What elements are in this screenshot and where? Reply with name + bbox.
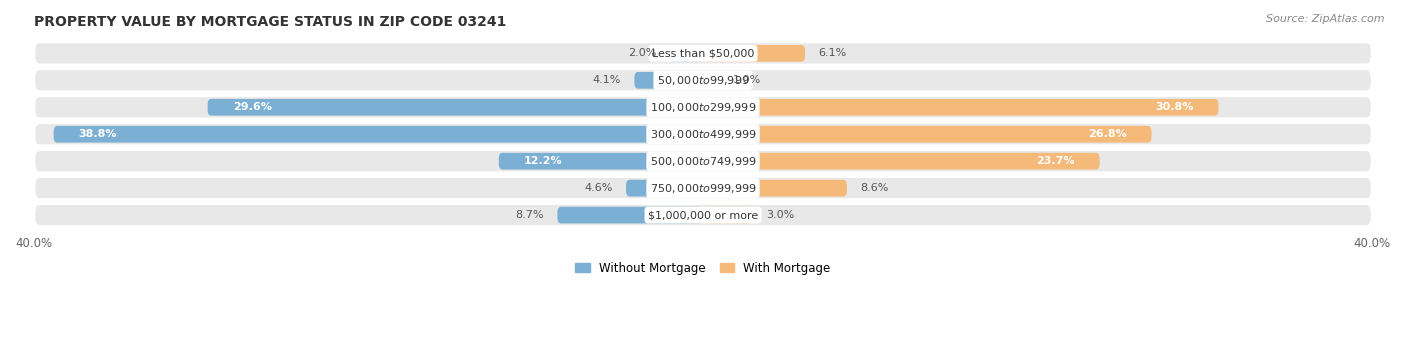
Text: 38.8%: 38.8% — [79, 129, 117, 139]
Text: Less than $50,000: Less than $50,000 — [652, 48, 754, 58]
FancyBboxPatch shape — [208, 99, 703, 116]
Text: 12.2%: 12.2% — [524, 156, 562, 166]
FancyBboxPatch shape — [703, 72, 720, 89]
FancyBboxPatch shape — [703, 45, 806, 62]
Text: 23.7%: 23.7% — [1036, 156, 1074, 166]
Text: $750,000 to $999,999: $750,000 to $999,999 — [650, 182, 756, 194]
Text: PROPERTY VALUE BY MORTGAGE STATUS IN ZIP CODE 03241: PROPERTY VALUE BY MORTGAGE STATUS IN ZIP… — [34, 15, 506, 29]
FancyBboxPatch shape — [53, 126, 703, 142]
FancyBboxPatch shape — [703, 180, 846, 197]
Text: 8.6%: 8.6% — [860, 183, 889, 193]
Text: $500,000 to $749,999: $500,000 to $749,999 — [650, 155, 756, 168]
Legend: Without Mortgage, With Mortgage: Without Mortgage, With Mortgage — [571, 257, 835, 279]
Text: $300,000 to $499,999: $300,000 to $499,999 — [650, 128, 756, 141]
Text: 2.0%: 2.0% — [627, 48, 657, 58]
FancyBboxPatch shape — [669, 45, 703, 62]
Text: 1.0%: 1.0% — [733, 75, 762, 85]
FancyBboxPatch shape — [34, 122, 1372, 146]
FancyBboxPatch shape — [34, 41, 1372, 65]
Text: 8.7%: 8.7% — [516, 210, 544, 220]
Text: 4.6%: 4.6% — [585, 183, 613, 193]
Text: 3.0%: 3.0% — [766, 210, 794, 220]
FancyBboxPatch shape — [634, 72, 703, 89]
Text: $50,000 to $99,999: $50,000 to $99,999 — [657, 74, 749, 87]
FancyBboxPatch shape — [34, 96, 1372, 119]
Text: 4.1%: 4.1% — [592, 75, 621, 85]
FancyBboxPatch shape — [557, 207, 703, 223]
FancyBboxPatch shape — [34, 68, 1372, 92]
FancyBboxPatch shape — [703, 207, 754, 223]
Text: $1,000,000 or more: $1,000,000 or more — [648, 210, 758, 220]
Text: 6.1%: 6.1% — [818, 48, 846, 58]
FancyBboxPatch shape — [703, 126, 1152, 142]
Text: 29.6%: 29.6% — [233, 102, 271, 112]
FancyBboxPatch shape — [34, 176, 1372, 200]
Text: 26.8%: 26.8% — [1088, 129, 1126, 139]
FancyBboxPatch shape — [626, 180, 703, 197]
FancyBboxPatch shape — [703, 153, 1099, 170]
FancyBboxPatch shape — [499, 153, 703, 170]
Text: $100,000 to $299,999: $100,000 to $299,999 — [650, 101, 756, 114]
FancyBboxPatch shape — [34, 149, 1372, 173]
FancyBboxPatch shape — [703, 99, 1219, 116]
FancyBboxPatch shape — [34, 203, 1372, 227]
Text: Source: ZipAtlas.com: Source: ZipAtlas.com — [1267, 14, 1385, 23]
Text: 30.8%: 30.8% — [1154, 102, 1194, 112]
